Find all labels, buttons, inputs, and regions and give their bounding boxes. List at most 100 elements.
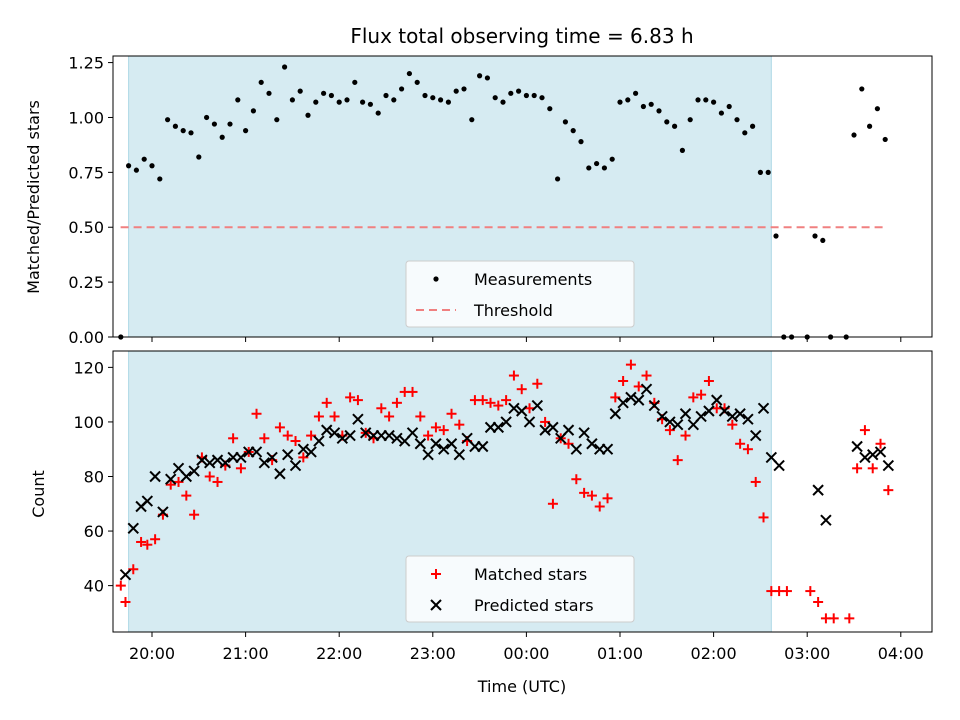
measurement-point xyxy=(742,130,748,136)
matched-star-point xyxy=(571,474,582,485)
matched-star-point xyxy=(313,411,324,422)
measurement-point xyxy=(625,97,631,103)
x-tick-label: 23:00 xyxy=(410,644,456,663)
x-tick-label: 03:00 xyxy=(784,644,830,663)
predicted-star-point xyxy=(383,429,395,442)
measurement-point xyxy=(422,92,428,99)
predicted-star-point xyxy=(578,427,590,439)
y-tick-label: 60 xyxy=(84,522,104,541)
matched-star-point xyxy=(235,463,246,474)
measurement-point xyxy=(250,108,256,114)
predicted-star-point xyxy=(344,429,356,442)
predicted-star-point xyxy=(508,402,520,414)
predicted-star-point xyxy=(859,451,871,464)
x-tick-label: 04:00 xyxy=(878,644,924,663)
measurement-point xyxy=(773,233,779,239)
predicted-star-point xyxy=(695,410,707,423)
matched-star-point xyxy=(828,613,839,624)
matched-star-point xyxy=(477,395,488,406)
predicted-star-point xyxy=(734,408,746,420)
predicted-star-point xyxy=(258,457,271,469)
predicted-star-point xyxy=(391,432,403,445)
legend-label: Measurements xyxy=(474,270,592,289)
matched-star-point xyxy=(415,411,426,422)
matched-star-point xyxy=(228,433,239,444)
predicted-star-point xyxy=(289,459,302,472)
measurement-point xyxy=(586,165,592,171)
matched-star-point xyxy=(696,389,707,400)
predicted-star-point xyxy=(640,383,653,395)
measurement-point xyxy=(523,92,530,99)
matched-star-point xyxy=(516,384,527,395)
top-panel: 0.00 0.25 0.50 0.75 1.00 1.25 Measurements Thre… xyxy=(68,54,933,347)
measurement-point xyxy=(227,121,233,127)
measurement-point xyxy=(352,79,358,85)
measurement-point xyxy=(609,156,615,162)
data-points xyxy=(115,359,895,624)
predicted-star-point xyxy=(609,408,622,420)
x-axis-label: Time (UTC) xyxy=(477,677,566,696)
y-axis-label-bottom: Count xyxy=(29,470,48,518)
measurement-point xyxy=(555,176,561,182)
measurement-point xyxy=(235,97,241,103)
predicted-star-point xyxy=(718,405,731,417)
predicted-star-point xyxy=(820,514,832,526)
y-tick-label: 0.00 xyxy=(68,328,104,347)
predicted-star-point xyxy=(547,421,559,434)
y-axis-label-top: Matched/Predicted stars xyxy=(24,100,43,294)
y-tick-label: 100 xyxy=(73,413,104,432)
predicted-star-point xyxy=(445,438,458,450)
matched-star-point xyxy=(508,370,519,381)
matched-star-point xyxy=(376,403,387,414)
matched-star-point xyxy=(867,463,878,474)
predicted-star-point xyxy=(601,443,614,455)
measurement-point xyxy=(391,97,397,103)
matched-star-point xyxy=(781,586,792,597)
measurement-point xyxy=(367,101,373,107)
predicted-star-point xyxy=(570,443,583,455)
measurement-point xyxy=(734,117,740,123)
chart-title: Flux total observing time = 6.83 h xyxy=(350,24,693,48)
measurement-point xyxy=(406,70,412,77)
matched-star-point xyxy=(805,586,816,597)
measurement-point xyxy=(445,99,451,105)
measurement-point xyxy=(711,99,717,105)
measurement-point xyxy=(266,90,272,96)
predicted-star-point xyxy=(516,405,528,417)
measurement-point xyxy=(344,97,350,103)
measurement-point xyxy=(547,106,553,112)
predicted-star-point xyxy=(648,399,661,412)
matched-star-point xyxy=(259,433,270,444)
predicted-star-point xyxy=(773,459,785,472)
matched-star-point xyxy=(859,425,870,436)
y-tick-label: 40 xyxy=(84,577,104,596)
predicted-star-point xyxy=(305,446,317,458)
measurement-point xyxy=(812,233,818,239)
matched-star-point xyxy=(120,596,131,607)
legend-box xyxy=(405,260,635,328)
predicted-star-point xyxy=(141,495,154,507)
matched-star-point xyxy=(407,386,418,397)
matched-star-point xyxy=(384,411,395,422)
predicted-star-point xyxy=(336,432,349,445)
predicted-star-point xyxy=(321,424,333,436)
matched-star-point xyxy=(672,455,683,466)
x-tick-label: 00:00 xyxy=(503,644,549,663)
measurement-point xyxy=(469,117,475,123)
legend-label: Matched stars xyxy=(474,565,587,584)
measurement-point xyxy=(461,86,467,92)
predicted-star-point xyxy=(328,427,341,439)
legend-label: Predicted stars xyxy=(474,596,594,615)
y-tick-label: 120 xyxy=(73,358,104,377)
bottom-panel: 40 60 80 100 120 20:00 21:00 22:00 23:00 00:00 01:… xyxy=(73,350,933,663)
predicted-star-point xyxy=(250,446,263,458)
predicted-star-point xyxy=(757,402,770,414)
predicted-star-point xyxy=(523,416,536,428)
measurement-point xyxy=(383,92,389,99)
predicted-star-point xyxy=(422,448,434,461)
predicted-star-point xyxy=(297,443,310,455)
predicted-star-point xyxy=(149,470,161,483)
matched-star-point xyxy=(688,392,699,403)
measurement-point xyxy=(375,110,381,116)
predicted-star-point xyxy=(477,440,489,453)
